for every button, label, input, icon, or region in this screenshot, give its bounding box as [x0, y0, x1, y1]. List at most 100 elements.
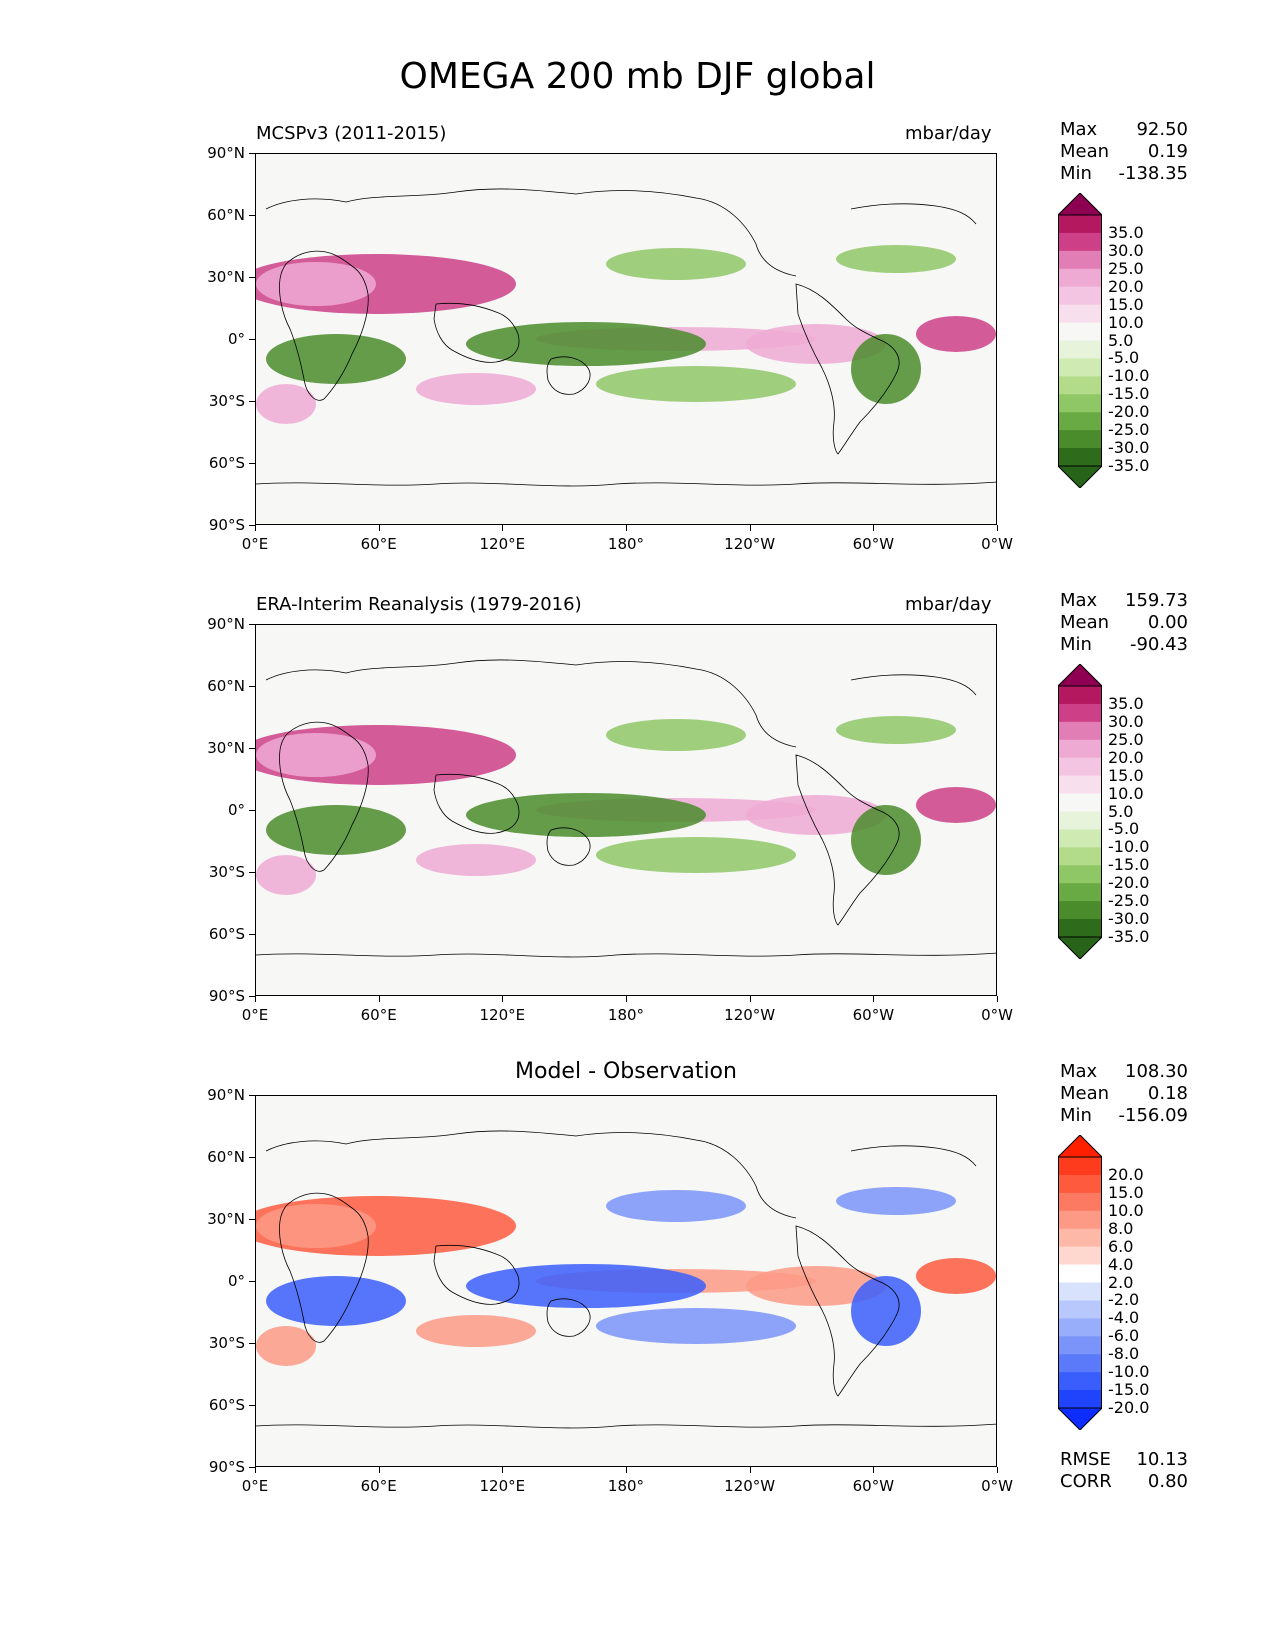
colorbar-tick-label: 25.0: [1108, 729, 1144, 749]
colorbar-segment: [1058, 811, 1102, 830]
colorbar-tick-label: -2.0: [1108, 1290, 1140, 1310]
colorbar-segment: [1058, 394, 1102, 413]
map-panel-3: Model - Observation 90°N 60°N 30°N 0° 30°S 60°…: [0, 0, 1275, 1495]
colorbar-segment: [1058, 304, 1102, 324]
y-tick-mark: [249, 339, 255, 340]
x-tick-label: 180°: [607, 1006, 645, 1024]
field-region: [606, 248, 746, 280]
stat-name: Min: [1060, 1105, 1092, 1126]
colorbar-tick-label: 5.0: [1108, 330, 1134, 350]
coastline: [279, 1192, 369, 1343]
colorbar-tick-label: 15.0: [1108, 765, 1144, 785]
y-tick-mark: [249, 1095, 255, 1096]
field-region: [266, 334, 406, 384]
colorbar-segment: [1058, 1246, 1102, 1266]
y-tick-label: 60°N: [207, 1148, 245, 1166]
colorbar-tick-label: 30.0: [1108, 240, 1144, 260]
colorbar-tick-label: 20.0: [1108, 747, 1144, 767]
stats-block: Max 92.50 Mean 0.19 Min -138.35: [1060, 119, 1188, 185]
stat-row: Mean 0.18: [1060, 1083, 1188, 1105]
field-region: [596, 837, 796, 873]
y-tick-mark: [249, 1281, 255, 1282]
field-region: [416, 373, 536, 405]
coastline: [279, 250, 369, 401]
x-tick-label: 180°: [607, 535, 645, 553]
stat-value: 92.50: [1136, 119, 1188, 140]
coastline: [433, 773, 520, 834]
x-tick-label: 120°E: [479, 1477, 526, 1495]
y-tick-label: 30°N: [207, 1210, 245, 1228]
coastline: [279, 721, 369, 872]
x-tick-label: 60°E: [360, 535, 397, 553]
colorbar-segment: [1058, 901, 1102, 920]
colorbar-segment: [1058, 286, 1102, 306]
field-region: [916, 1258, 996, 1294]
x-tick-mark: [997, 996, 998, 1002]
colorbar-segment: [1058, 865, 1102, 884]
colorbar-segment: [1058, 1192, 1102, 1212]
stat-value: 0.00: [1147, 612, 1188, 633]
map-field: [256, 1130, 996, 1429]
y-tick-mark: [249, 748, 255, 749]
y-tick-mark: [249, 1467, 255, 1468]
x-tick-mark: [749, 996, 751, 1002]
x-tick-label: 0°W: [981, 1006, 1013, 1024]
x-tick-label: 120°E: [479, 535, 526, 553]
stat-row: Max 108.30: [1060, 1061, 1188, 1083]
stat-name: Max: [1060, 1061, 1098, 1082]
y-tick-mark: [249, 996, 255, 997]
stat-row: Max 92.50: [1060, 119, 1188, 141]
y-tick-label: 60°S: [208, 925, 245, 943]
colorbar-tick-label: -8.0: [1108, 1344, 1140, 1364]
colorbar-tick-label: 30.0: [1108, 711, 1144, 731]
coastline: [256, 1423, 996, 1429]
stat-value: -90.43: [1129, 634, 1188, 655]
field-region: [606, 719, 746, 751]
stat-value: -156.09: [1118, 1105, 1188, 1126]
x-tick-mark: [873, 1467, 875, 1473]
colorbar-segment: [1058, 250, 1102, 270]
colorbar-segment: [1058, 775, 1102, 795]
field-region: [416, 1315, 536, 1347]
x-tick-label: 120°W: [724, 1477, 776, 1495]
x-tick-mark: [255, 525, 256, 531]
map-field: [256, 188, 996, 487]
field-region: [851, 334, 921, 404]
coastline: [795, 283, 900, 455]
field-region: [256, 1204, 376, 1248]
y-tick-label: 30°N: [207, 268, 245, 286]
colorbar-segment: [1058, 1210, 1102, 1230]
stat-row: Max 159.73: [1060, 590, 1188, 612]
field-region: [836, 716, 956, 744]
field-region: [596, 366, 796, 402]
colorbar-tick-label: -35.0: [1108, 927, 1150, 946]
y-tick-mark: [249, 215, 255, 216]
coastline: [256, 952, 996, 958]
figure-title: OMEGA 200 mb DJF global: [399, 56, 876, 97]
field-region: [916, 316, 996, 352]
colorbar-segment: [1058, 448, 1102, 467]
x-tick-label: 120°W: [724, 535, 776, 553]
coastline: [433, 1244, 520, 1305]
map-area: [255, 1095, 997, 1467]
colorbar-tick-label: 35.0: [1108, 693, 1144, 713]
colorbar-outline: [1058, 214, 1102, 467]
x-tick-mark: [255, 996, 256, 1002]
colorbar-segment: [1058, 1228, 1102, 1248]
x-tick-mark: [378, 996, 380, 1002]
colorbar-tick-label: -15.0: [1108, 384, 1150, 404]
colorbar-outline: [1058, 685, 1102, 938]
coastline: [850, 203, 977, 225]
panel-units: mbar/day: [905, 594, 992, 615]
y-tick-label: 90°S: [208, 516, 245, 534]
field-region: [851, 805, 921, 875]
y-tick-label: 90°N: [207, 615, 245, 633]
y-tick-mark: [249, 1157, 255, 1158]
colorbar-segment: [1058, 412, 1102, 431]
y-tick-mark: [249, 624, 255, 625]
y-tick-mark: [249, 153, 255, 154]
colorbar-extend-min: [1058, 1407, 1102, 1430]
colorbar-segment: [1058, 1318, 1102, 1337]
field-region: [266, 805, 406, 855]
x-tick-label: 0°W: [981, 535, 1013, 553]
